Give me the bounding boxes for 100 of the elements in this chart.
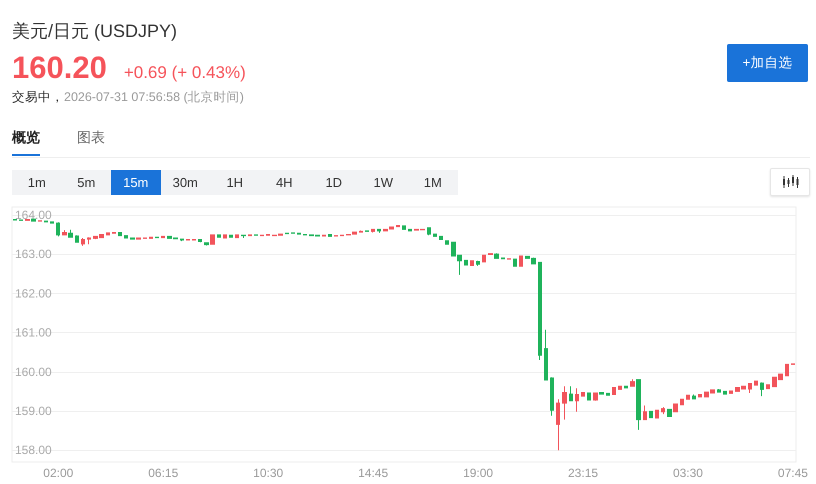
candlestick [692, 394, 696, 400]
candlestick [260, 234, 264, 237]
candlestick [87, 236, 91, 245]
text: +0.69 (+ 0.43%) [124, 63, 246, 83]
candlestick [667, 408, 672, 418]
candlestick [402, 224, 406, 230]
candlestick [587, 392, 591, 401]
candlestick [785, 363, 789, 377]
candlestick [575, 388, 579, 412]
candlestick [513, 258, 517, 268]
candlestick [686, 394, 690, 400]
candlestick [25, 218, 30, 222]
candlestick [161, 236, 165, 238]
candlestick [223, 234, 227, 239]
candlestick [748, 382, 752, 394]
y-tick-label: 159.00 [15, 404, 52, 418]
candlestick [340, 234, 344, 237]
candlestick [130, 237, 135, 240]
candlestick [106, 232, 110, 236]
candlestick [112, 232, 116, 234]
candlestick [680, 398, 684, 406]
candlestick [408, 228, 412, 232]
x-tick-label: 14:45 [358, 466, 388, 480]
candlestick [427, 226, 431, 236]
candlestick [445, 240, 449, 246]
x-tick-label: 19:00 [463, 466, 494, 480]
candlestick [235, 234, 239, 238]
candlestick [359, 230, 363, 233]
candlestick [68, 229, 73, 238]
candlestick [149, 236, 153, 240]
candlestick [538, 261, 542, 360]
candlestick [606, 392, 610, 396]
text: 1D [324, 174, 344, 192]
candlestick [241, 234, 246, 238]
text: 1H [225, 174, 244, 192]
candlestick [204, 242, 209, 246]
candlestick [81, 237, 85, 246]
candlestick [439, 236, 443, 240]
candlestick [618, 385, 622, 390]
candlestick [322, 234, 326, 237]
candlestick [630, 378, 635, 388]
candlestick [723, 390, 727, 396]
candlestick [581, 392, 585, 397]
candlestick [544, 329, 548, 381]
candlestick [754, 380, 758, 386]
candlestick [476, 260, 480, 266]
candlestick [229, 234, 233, 238]
candlestick [470, 260, 474, 266]
x-tick-label: 07:45 [778, 466, 808, 480]
x-tick-label: 02:00 [43, 466, 74, 480]
candlestick [297, 232, 301, 235]
candlestick [649, 410, 653, 419]
text: +加自选 [727, 44, 808, 82]
x-tick-label: 23:15 [568, 466, 598, 480]
candlestick [599, 392, 604, 396]
candlestick [562, 386, 567, 420]
candlestick [550, 376, 554, 416]
text: 4H [274, 174, 294, 192]
candlestick [501, 257, 505, 260]
candlestick [62, 230, 67, 236]
candlestick [210, 234, 215, 246]
text: 交易中， [12, 89, 64, 106]
text: 15m [111, 170, 160, 195]
candlestick [766, 384, 770, 390]
y-tick-label: 164.00 [15, 208, 52, 222]
candlestick [729, 390, 733, 394]
candlestick [488, 252, 493, 256]
candlestick [136, 237, 141, 240]
candlestick [717, 388, 721, 394]
y-tick-label: 158.00 [15, 443, 52, 458]
candlestick [464, 259, 468, 266]
candlestick [50, 221, 54, 224]
candlestick [75, 234, 79, 244]
text: 1m [26, 174, 47, 192]
candlestick [624, 385, 628, 389]
candlestick [760, 382, 764, 397]
candlestick [371, 228, 375, 233]
x-tick-label: 03:30 [672, 466, 704, 480]
y-tick-label: 161.00 [15, 326, 52, 340]
candlestick [482, 254, 486, 263]
text: 160.20 [12, 50, 107, 86]
text: 图表 [77, 129, 105, 147]
y-tick-label: 160.00 [15, 364, 52, 379]
candlestick [593, 392, 598, 402]
candlestick [124, 234, 128, 239]
candlestick [612, 386, 616, 396]
candlestick [673, 403, 678, 413]
candlestick [56, 222, 60, 237]
candlestick [661, 406, 665, 415]
candlestick [698, 394, 702, 398]
candlestick [396, 224, 400, 228]
y-tick-label: 162.00 [15, 286, 52, 300]
candlestick [217, 234, 221, 238]
candlestick [494, 252, 499, 260]
candlestick [655, 409, 659, 419]
candlestick [569, 386, 573, 402]
text: 1M [422, 174, 443, 192]
x-tick-label: 06:15 [148, 466, 179, 480]
candlestick [118, 232, 122, 237]
candlestick [38, 220, 42, 222]
